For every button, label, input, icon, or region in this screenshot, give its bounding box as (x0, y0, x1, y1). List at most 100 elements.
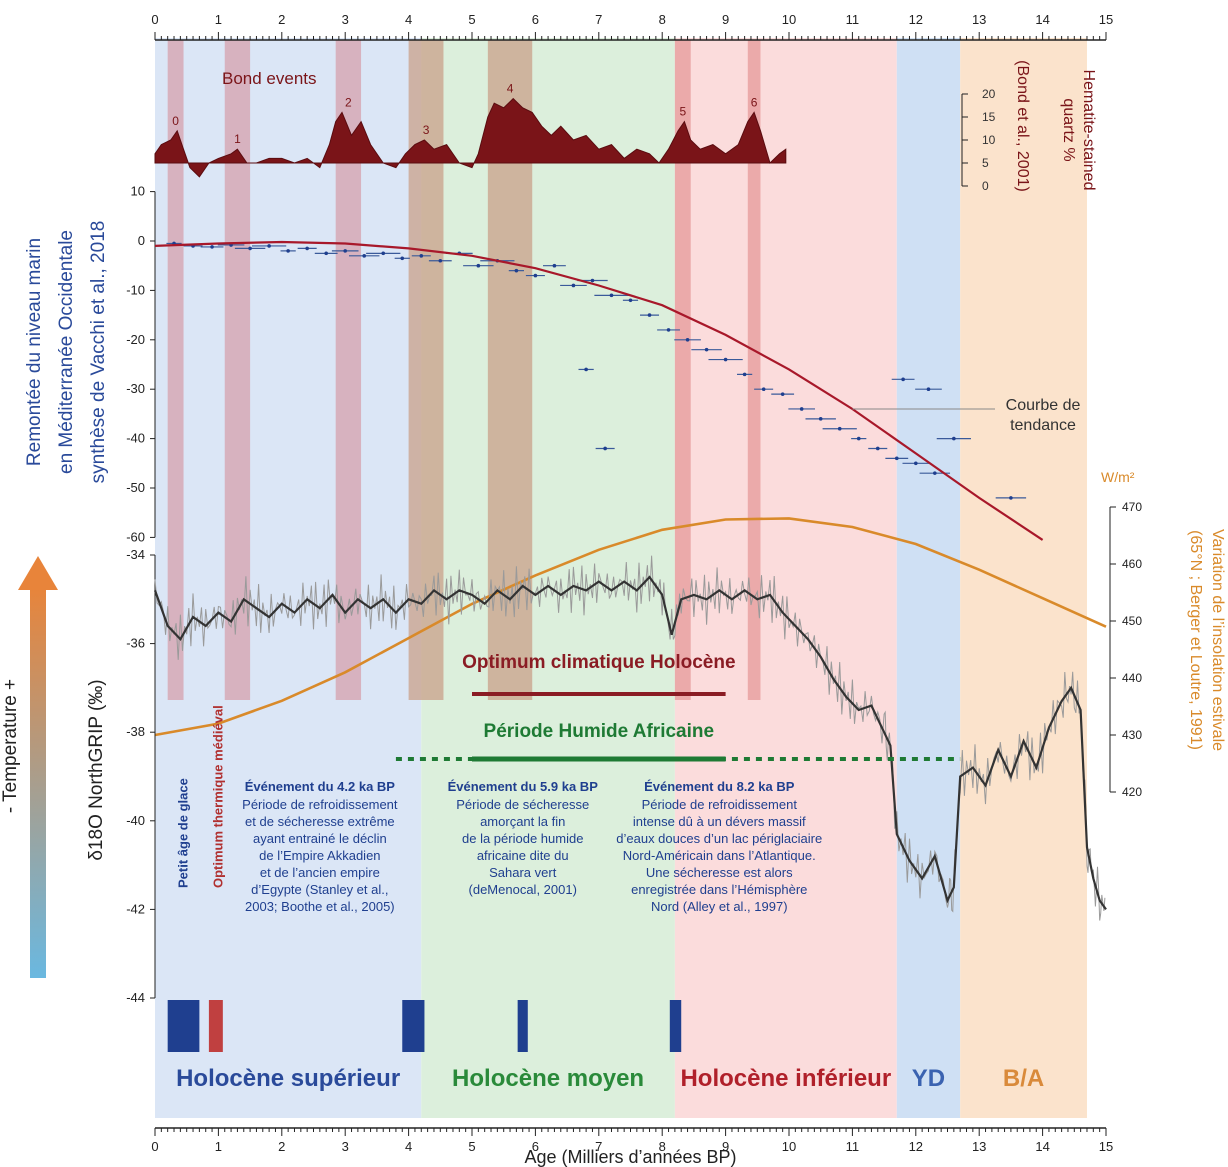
bottom-axis-label-6: 6 (532, 1139, 539, 1154)
bottom-axis-label-11: 11 (846, 1139, 860, 1154)
event-title-0: Événement du 4.2 ka BP (245, 779, 396, 794)
insolation-curve (154, 517, 1107, 737)
hematite-title-line-0: Hematite-stained (1080, 70, 1097, 191)
bond-axis-label-10: 10 (982, 133, 996, 147)
bottom-axis-label-2: 2 (278, 1139, 285, 1154)
period-label-0: Holocène supérieur (176, 1065, 400, 1092)
sea-obs-point-27 (685, 338, 690, 342)
event-line-2-2: d’eaux douces d’un lac périglaciaire (616, 831, 822, 846)
period-band-4 (960, 38, 1087, 1118)
bottom-axis-label-8: 8 (659, 1139, 666, 1154)
top-axis-label-4: 4 (405, 12, 412, 27)
bond-event-label-5: 5 (679, 105, 686, 119)
ngrip-axis-title: δ18O NorthGRIP (‰) (86, 679, 107, 860)
vertical-label-0: Petit âge de glace (176, 778, 191, 888)
sea-obs-point-9 (343, 249, 348, 253)
top-axis-label-10: 10 (782, 12, 796, 27)
bond-axis-label-5: 5 (982, 156, 989, 170)
event-line-2-4: Une sécheresse est alors (646, 865, 793, 880)
insolation-title-1: (65°N ; Berger et Loutre, 1991) (1187, 530, 1204, 750)
event-line-0-2: ayant entrainé le déclin (253, 831, 387, 846)
sea-obs-point-26 (666, 328, 671, 332)
top-axis-label-6: 6 (532, 12, 539, 27)
sea-obs-point-41 (952, 436, 956, 441)
sea-obs-point-30 (742, 372, 747, 377)
sea-obs-point-42 (584, 367, 588, 372)
sea-level-plot: 10 0 -10 -20 -30 -40 -50 -60 Courbe de tendance (126, 184, 1080, 545)
event-line-2-6: Nord (Alley et al., 1997) (651, 899, 788, 914)
sea-obs-point-40 (933, 471, 937, 475)
sea-axis-label-0: 0 (138, 233, 145, 248)
top-axis-label-13: 13 (972, 12, 986, 27)
event-line-2-5: enregistrée dans l’Hémisphère (631, 882, 807, 897)
event-title-2: Événement du 8.2 ka BP (644, 779, 795, 794)
event-line-2-1: intense dû à un dévers massif (633, 814, 806, 829)
bond-events-plot: Bond events 0 1 2 3 4 5 6 0 5 10 15 20 (154, 69, 996, 193)
humid-period-label: Période Humide Africaine (484, 721, 715, 742)
sea-obs-point-24 (628, 298, 633, 303)
ngrip-axis-label--40: -40 (126, 813, 145, 828)
insolation-axis-label-430: 430 (1122, 728, 1142, 742)
insolation-axis-label-450: 450 (1122, 614, 1142, 628)
bottom-axis-label-1: 1 (215, 1139, 222, 1154)
optimum-label: Optimum climatique Holocène (462, 652, 735, 673)
event-line-1-1: amorçant la fin (480, 814, 565, 829)
left-axis-labels: Remontée du niveau marin en Méditerranée … (0, 221, 109, 978)
sea-obs-point-23 (609, 293, 614, 298)
top-axis-label-0: 0 (151, 12, 158, 27)
ngrip-axis-label--44: -44 (126, 990, 145, 1005)
sea-axis-label--20: -20 (126, 332, 145, 347)
top-axis-label-2: 2 (278, 12, 285, 27)
annotations: Optimum climatique Holocène Période Humid… (167, 652, 961, 1052)
bond-event-label-3: 3 (423, 123, 430, 137)
top-axis-label-5: 5 (468, 12, 475, 27)
sea-axis-label--10: -10 (126, 282, 145, 297)
bottom-axis-label-3: 3 (342, 1139, 349, 1154)
sea-obs-point-37 (875, 446, 880, 451)
top-axis-label-8: 8 (659, 12, 666, 27)
event-line-1-0: Période de sécheresse (456, 797, 589, 812)
temperature-label: - Temperature + (0, 679, 21, 813)
period-backgrounds (155, 38, 1087, 1118)
hematite-title-line-1: quartz % (1060, 98, 1077, 161)
period-label-2: Holocène inférieur (680, 1065, 891, 1092)
trend-label-line-0: Courbe de (1006, 397, 1081, 414)
sea-obs-point-13 (419, 254, 424, 258)
period-band-3 (896, 38, 961, 1118)
period-band-0 (155, 38, 422, 1118)
insolation-title-0: Variation de l’insolation estivale (1209, 529, 1226, 751)
bond-event-label-1: 1 (234, 132, 241, 146)
event-bar-2 (402, 1000, 425, 1052)
bottom-axis-label-4: 4 (405, 1139, 412, 1154)
sea-obs-point-4 (248, 246, 252, 251)
bond-events-title: Bond events (222, 69, 317, 88)
sea-obs-point-31 (761, 387, 766, 392)
bottom-axis-label-13: 13 (972, 1139, 986, 1154)
sea-axis-label-10: 10 (131, 184, 145, 199)
temperature-arrow-shaft (30, 586, 46, 978)
sea-obs-point-14 (438, 258, 443, 263)
top-axis-label-14: 14 (1035, 12, 1049, 27)
top-axis-label-3: 3 (342, 12, 349, 27)
sea-obs-point-36 (856, 436, 861, 441)
bottom-axis-label-14: 14 (1035, 1139, 1049, 1154)
event-bar-1 (208, 1000, 223, 1052)
sea-obs-point-7 (305, 246, 309, 251)
sea-obs-point-34 (818, 417, 823, 421)
sea-level-title-1: en Méditerranée Occidentale (56, 230, 77, 474)
bottom-axis-label-10: 10 (782, 1139, 796, 1154)
bottom-axis-label-7: 7 (595, 1139, 602, 1154)
top-age-axis: 0 1 2 3 4 5 6 7 8 9 10 11 12 13 14 15 (151, 12, 1113, 41)
hematite-source: (Bond et al., 2001) (1014, 60, 1031, 192)
sea-obs-point-32 (780, 392, 785, 396)
period-label-1: Holocène moyen (452, 1065, 644, 1092)
sea-obs-point-46 (1009, 496, 1013, 500)
insolation-axis-label-420: 420 (1122, 785, 1142, 799)
bond-event-label-2: 2 (345, 95, 352, 109)
sea-level-title-2: synthèse de Vacchi et al., 2018 (88, 221, 109, 484)
period-label-4: B/A (1003, 1065, 1044, 1092)
bottom-axis-label-5: 5 (468, 1139, 475, 1154)
sea-axis-label--30: -30 (126, 381, 145, 396)
sea-obs-point-35 (837, 426, 842, 431)
